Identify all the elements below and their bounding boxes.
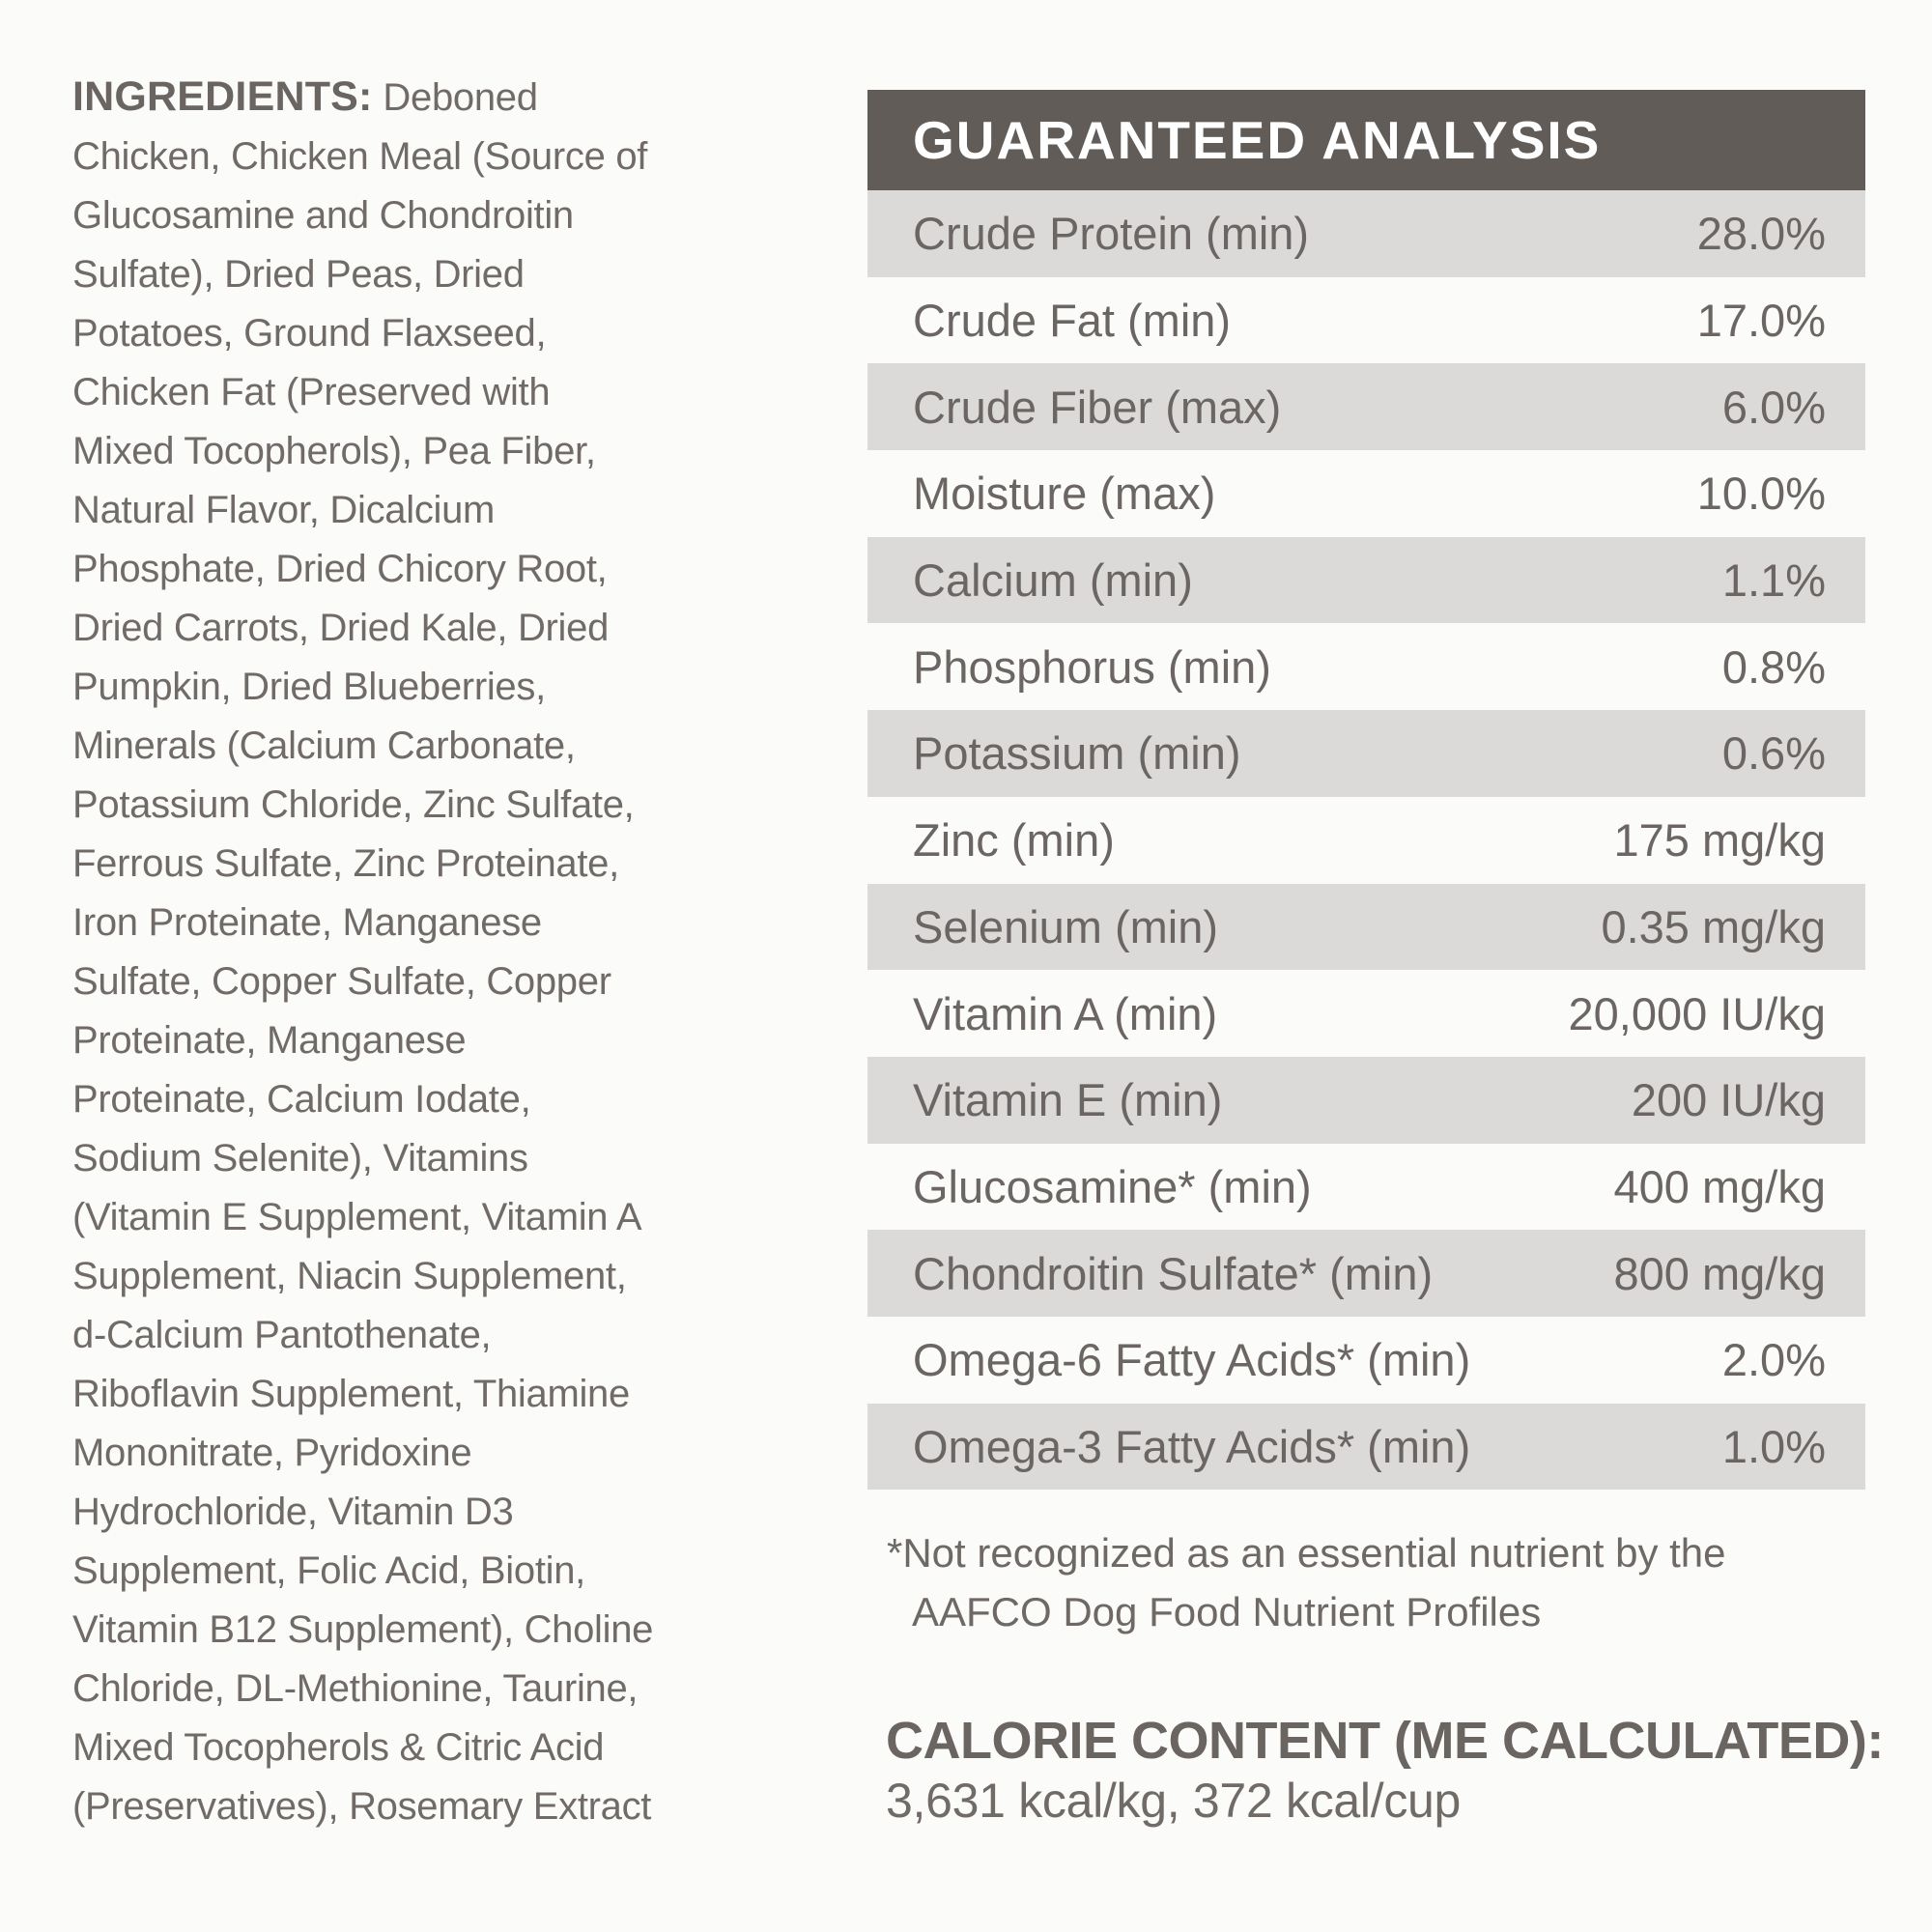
nutrient-label: Glucosamine* (min) (913, 1160, 1312, 1212)
table-row: Omega-6 Fatty Acids* (min) 2.0% (867, 1317, 1865, 1404)
nutrient-label: Crude Fat (min) (913, 295, 1232, 347)
nutrient-label: Vitamin E (min) (913, 1074, 1223, 1126)
nutrient-label: Crude Fiber (max) (913, 381, 1282, 433)
nutrient-value: 175 mg/kg (1613, 814, 1826, 867)
nutrient-value: 800 mg/kg (1613, 1247, 1826, 1299)
nutrient-label: Zinc (min) (913, 814, 1115, 867)
table-row: Vitamin E (min) 200 IU/kg (867, 1056, 1865, 1144)
nutrient-value: 0.35 mg/kg (1601, 900, 1826, 952)
table-row: Crude Protein (min) 28.0% (867, 190, 1865, 277)
nutrient-label: Vitamin A (min) (913, 987, 1218, 1039)
table-row: Calcium (min) 1.1% (867, 536, 1865, 624)
nutrient-value: 10.0% (1696, 468, 1826, 520)
ingredients-paragraph: INGREDIENTS: Deboned Chicken, Chicken Me… (72, 68, 660, 1836)
table-row: Omega-3 Fatty Acids* (min) 1.0% (867, 1403, 1865, 1491)
nutrient-value: 0.8% (1721, 640, 1826, 693)
calorie-content-section: CALORIE CONTENT (ME CALCULATED): 3,631 k… (886, 1710, 1919, 1830)
footnote-line2: AAFCO Dog Food Nutrient Profiles (912, 1589, 1542, 1634)
nutrient-label: Calcium (min) (913, 554, 1193, 607)
nutrient-label: Potassium (min) (913, 727, 1241, 780)
nutrient-value: 2.0% (1721, 1334, 1826, 1386)
table-row: Crude Fiber (max) 6.0% (867, 363, 1865, 451)
nutrient-value: 200 IU/kg (1631, 1074, 1826, 1126)
nutrient-value: 28.0% (1696, 208, 1826, 260)
nutrient-label: Omega-3 Fatty Acids* (min) (913, 1420, 1471, 1472)
calorie-content-title: CALORIE CONTENT (ME CALCULATED): (886, 1712, 1884, 1770)
nutrient-value: 1.0% (1721, 1420, 1826, 1472)
nutrient-value: 1.1% (1721, 554, 1826, 607)
table-row: Moisture (max) 10.0% (867, 450, 1865, 537)
table-row: Zinc (min) 175 mg/kg (867, 797, 1865, 884)
footnote-line1: *Not recognized as an essential nutrient… (887, 1530, 1726, 1576)
table-row: Potassium (min) 0.6% (867, 710, 1865, 797)
table-row: Glucosamine* (min) 400 mg/kg (867, 1144, 1865, 1231)
guaranteed-analysis-rows: Crude Protein (min) 28.0% Crude Fat (min… (867, 190, 1865, 1491)
nutrient-value: 0.6% (1721, 727, 1826, 780)
nutrient-label: Omega-6 Fatty Acids* (min) (913, 1334, 1471, 1386)
guaranteed-analysis-table: GUARANTEED ANALYSIS Crude Protein (min) … (867, 90, 1865, 1491)
table-row: Crude Fat (min) 17.0% (867, 277, 1865, 364)
nutrient-label: Crude Protein (min) (913, 208, 1310, 260)
nutrient-label: Moisture (max) (913, 468, 1216, 520)
guaranteed-analysis-title: GUARANTEED ANALYSIS (913, 110, 1602, 170)
nutrient-value: 400 mg/kg (1613, 1160, 1826, 1212)
calorie-content-value: 3,631 kcal/kg, 372 kcal/cup (886, 1774, 1462, 1828)
nutrient-value: 20,000 IU/kg (1568, 987, 1826, 1039)
nutrient-label: Selenium (min) (913, 900, 1219, 952)
nutrient-label: Phosphorus (min) (913, 640, 1271, 693)
nutrient-label: Chondroitin Sulfate* (min) (913, 1247, 1434, 1299)
nutrient-value: 6.0% (1721, 381, 1826, 433)
analysis-footnote: *Not recognized as an essential nutrient… (887, 1523, 1882, 1641)
ingredients-text: Deboned Chicken, Chicken Meal (Source of… (72, 76, 654, 1828)
table-row: Chondroitin Sulfate* (min) 800 mg/kg (867, 1230, 1865, 1317)
ingredients-heading: INGREDIENTS: (72, 73, 373, 120)
guaranteed-analysis-header: GUARANTEED ANALYSIS (867, 90, 1865, 190)
table-row: Phosphorus (min) 0.8% (867, 623, 1865, 710)
table-row: Vitamin A (min) 20,000 IU/kg (867, 970, 1865, 1057)
table-row: Selenium (min) 0.35 mg/kg (867, 883, 1865, 971)
nutrient-value: 17.0% (1696, 295, 1826, 347)
